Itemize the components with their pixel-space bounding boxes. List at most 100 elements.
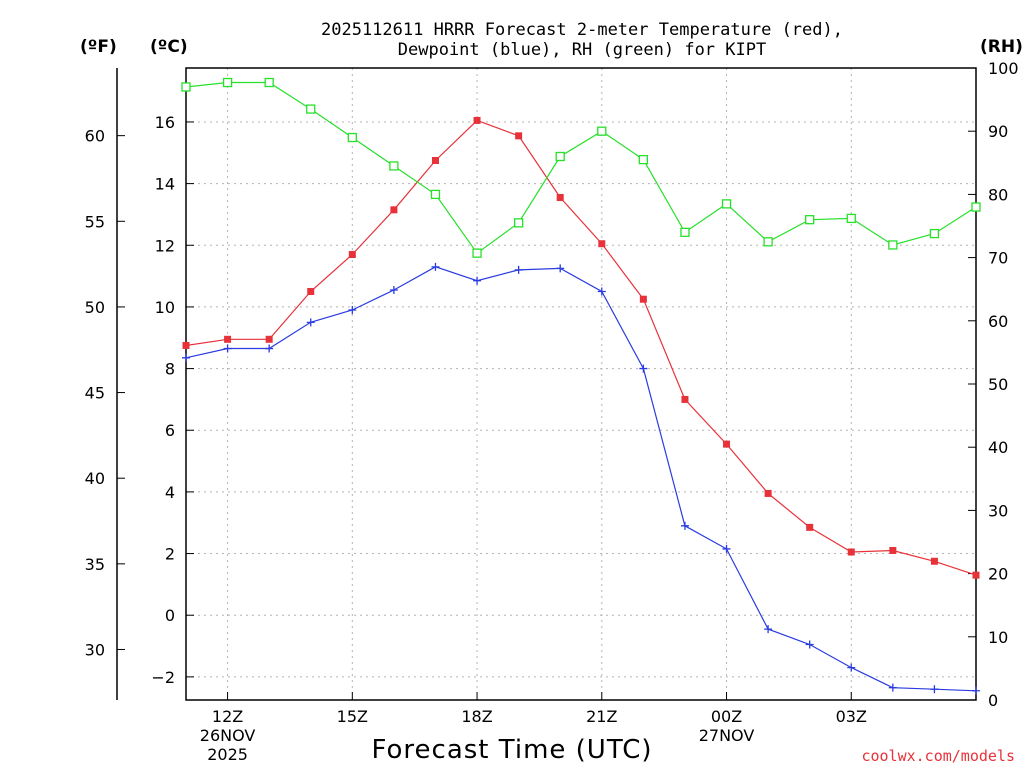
dewpoint-point — [888, 683, 897, 692]
x-tick-label: 21Z — [586, 707, 617, 726]
rh-point — [306, 104, 316, 114]
dewpoint-point — [431, 262, 440, 271]
credit-link[interactable]: coolwx.com/models — [861, 747, 1015, 765]
x-tick-label: 03Z — [836, 707, 867, 726]
fahrenheit-tick-label: 30 — [85, 640, 105, 659]
fahrenheit-tick-label: 55 — [85, 212, 105, 231]
rh-tick-label: 0 — [988, 691, 998, 710]
rh-tick-label: 100 — [988, 59, 1019, 78]
x-tick-label: 00Z — [711, 707, 742, 726]
rh-point — [971, 202, 981, 212]
dewpoint-point — [847, 663, 856, 672]
dewpoint-point — [680, 521, 689, 530]
x-axis-title: Forecast Time (UTC) — [371, 735, 652, 765]
fahrenheit-tick-label: 50 — [85, 298, 105, 317]
dewpoint-point — [972, 686, 980, 695]
2-meter-temperature-point — [515, 132, 523, 140]
dewpoint-point — [389, 285, 398, 294]
celsius-tick-label: 12 — [155, 236, 175, 255]
rh-tick-label: 80 — [988, 185, 1008, 204]
rh-point — [181, 82, 191, 92]
rh-point — [638, 154, 649, 165]
2-meter-temperature-point — [847, 548, 855, 556]
x-tick-label: 18Z — [461, 707, 492, 726]
2-meter-temperature-point — [431, 156, 439, 164]
plot-frame — [185, 67, 977, 701]
2-meter-temperature-point — [390, 206, 398, 214]
celsius-axis-unit: (ºC) — [150, 37, 188, 57]
rh-point — [389, 161, 399, 171]
fahrenheit-tick-label: 45 — [85, 384, 105, 403]
x-tick-label: 15Z — [337, 707, 368, 726]
celsius-tick-label: 6 — [165, 421, 175, 440]
chart-title-line-2: Dewpoint (blue), RH (green) for KIPT — [398, 40, 766, 60]
2-meter-temperature-point — [889, 546, 897, 554]
rh-point — [929, 228, 940, 239]
rh-point — [513, 218, 524, 228]
rh-point — [264, 77, 274, 88]
rh-tick-label: 70 — [988, 249, 1008, 268]
rh-tick-label: 60 — [988, 312, 1008, 331]
2-meter-temperature-point — [598, 240, 606, 248]
x-tick-date-label: 27NOV — [699, 726, 755, 745]
rh-point — [805, 215, 815, 225]
celsius-tick-label: 8 — [165, 360, 175, 379]
rh-line — [185, 81, 977, 255]
2-meter-temperature-point — [307, 288, 315, 296]
2-meter-temperature-point — [681, 395, 689, 403]
dewpoint-point — [805, 640, 814, 649]
rh-point — [846, 213, 856, 224]
2-meter-temperature-point — [182, 341, 190, 349]
fahrenheit-tick-label: 35 — [85, 555, 105, 574]
2-meter-temperature-point — [930, 557, 938, 565]
rh-point — [555, 151, 565, 162]
x-tick-date-label: 26NOV — [200, 726, 256, 745]
fahrenheit-tick-label: 40 — [85, 469, 105, 488]
dewpoint-point — [722, 544, 731, 553]
x-tick-year-label: 2025 — [207, 745, 248, 764]
dewpoint-point — [348, 306, 357, 315]
2-meter-temperature-point — [972, 571, 980, 579]
x-tick-label: 12Z — [212, 707, 243, 726]
celsius-tick-label: 10 — [155, 298, 175, 317]
rh-point — [888, 240, 898, 250]
chart-title-line-1: 2025112611 HRRR Forecast 2-meter Tempera… — [321, 20, 843, 40]
2-meter-temperature-point — [348, 251, 356, 259]
celsius-tick-label: 2 — [165, 545, 175, 564]
dewpoint-point — [764, 625, 773, 634]
fahrenheit-axis-unit: (ºF) — [80, 37, 117, 57]
dewpoint-point — [639, 364, 648, 373]
2-meter-temperature-point — [806, 523, 814, 531]
dewpoint-point — [265, 344, 274, 353]
2-meter-temperature-point — [556, 193, 564, 201]
dewpoint-point — [306, 318, 315, 327]
rh-point — [680, 227, 690, 237]
celsius-tick-label: 0 — [165, 606, 175, 625]
rh-point — [763, 237, 773, 247]
dewpoint-point — [556, 264, 565, 273]
2-meter-temperature-point — [639, 295, 647, 303]
2-meter-temperature-point — [723, 440, 731, 448]
celsius-tick-label: 14 — [155, 175, 175, 194]
celsius-tick-label: −2 — [151, 668, 175, 687]
rh-tick-label: 40 — [988, 438, 1008, 457]
2-meter-temperature-point — [265, 335, 273, 343]
celsius-tick-label: 4 — [165, 483, 175, 502]
rh-point — [597, 126, 607, 136]
axis-ticks: 1614121086420−26055504540353010090807060… — [85, 59, 1019, 764]
rh-point — [347, 132, 357, 143]
fahrenheit-tick-label: 60 — [85, 127, 105, 146]
2-meter-temperature-point — [764, 489, 772, 497]
rh-axis-unit: (RH) — [980, 37, 1023, 57]
celsius-tick-label: 16 — [155, 113, 175, 132]
dewpoint-point — [514, 265, 523, 274]
rh-point — [721, 199, 732, 209]
dewpoint-line — [185, 266, 977, 692]
rh-tick-label: 90 — [988, 122, 1008, 141]
2-meter-temperature-line — [185, 119, 977, 576]
dewpoint-point — [223, 344, 232, 353]
rh-point — [430, 189, 441, 200]
dewpoint-point — [182, 353, 190, 362]
rh-tick-label: 20 — [988, 565, 1008, 584]
